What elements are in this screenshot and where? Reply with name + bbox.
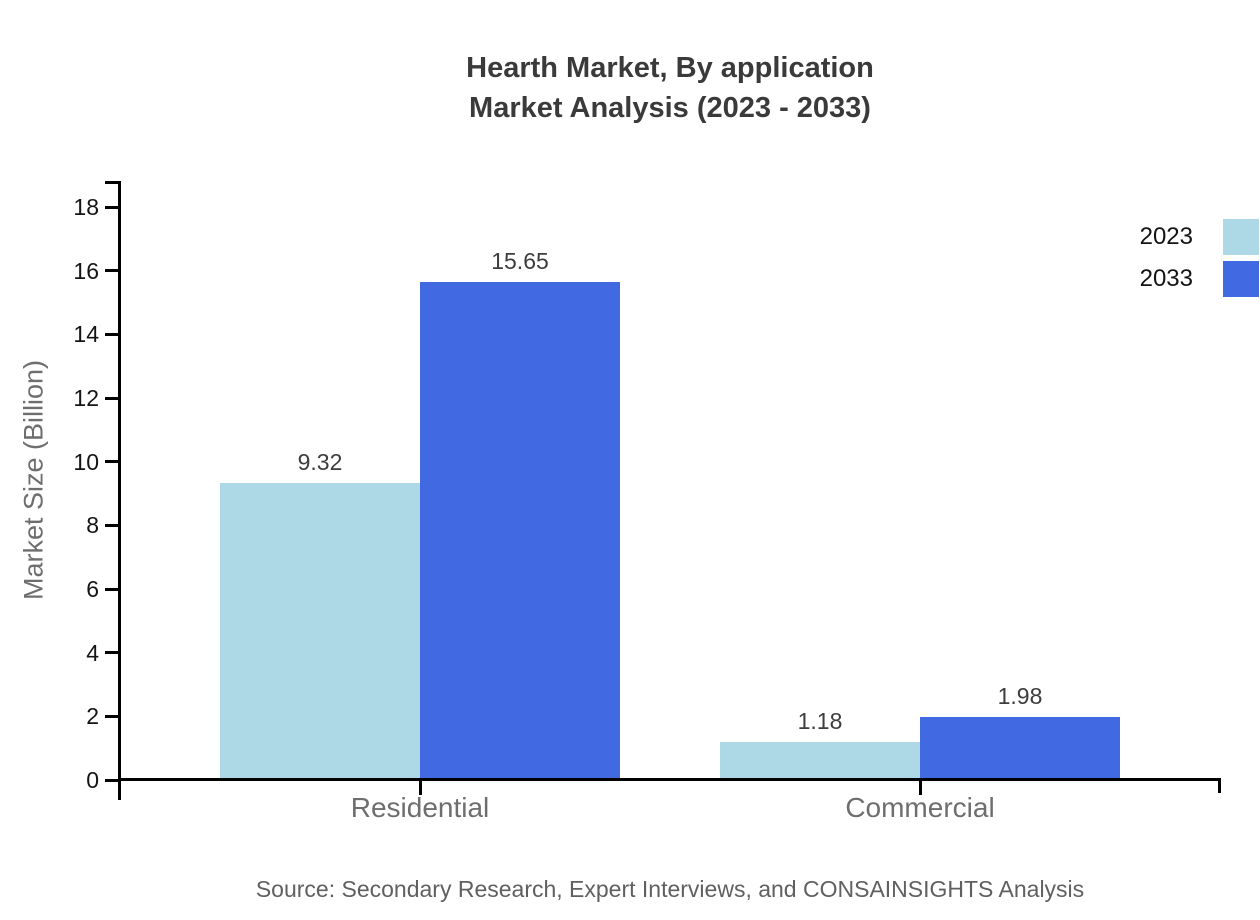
chart-title-line1: Hearth Market, By application bbox=[466, 52, 874, 84]
legend-swatch-2023 bbox=[1223, 219, 1259, 255]
y-tick-label: 16 bbox=[73, 257, 99, 284]
legend-row-2023: 2023 bbox=[1140, 219, 1259, 255]
x-tick-mark-residential bbox=[418, 779, 422, 795]
y-tick-label: 6 bbox=[86, 576, 99, 602]
y-tick-mark bbox=[105, 587, 118, 591]
legend-label-2023: 2023 bbox=[1139, 223, 1193, 250]
chart-title-line2: Market Analysis (2023 - 2033) bbox=[469, 92, 871, 124]
legend: 2023 2033 bbox=[1140, 219, 1259, 303]
y-tick-mark bbox=[105, 714, 118, 718]
y-tick-label: 18 bbox=[73, 194, 99, 220]
y-tick-mark bbox=[105, 778, 118, 782]
x-tick-mark-commercial bbox=[918, 779, 922, 795]
bar-value-label: 15.65 bbox=[491, 247, 549, 274]
category-label-residential: Residential bbox=[350, 792, 490, 823]
y-tick-mark bbox=[105, 460, 118, 464]
y-tick-mark bbox=[105, 523, 118, 527]
category-label-commercial: Commercial bbox=[845, 792, 995, 823]
x-axis-line bbox=[118, 778, 1221, 781]
y-tick-label: 8 bbox=[86, 512, 99, 539]
y-tick-mark bbox=[105, 269, 118, 273]
bar-2023-commercial bbox=[720, 742, 920, 779]
legend-label-2033: 2033 bbox=[1139, 265, 1193, 292]
y-tick-mark bbox=[105, 332, 118, 336]
x-axis-end-cap bbox=[1218, 778, 1221, 793]
y-axis-top-cap bbox=[105, 181, 121, 184]
y-tick-label: 12 bbox=[73, 385, 99, 411]
y-tick-mark bbox=[105, 651, 118, 655]
legend-row-2033: 2033 bbox=[1140, 261, 1259, 297]
y-tick-mark bbox=[105, 205, 118, 209]
y-tick-label: 10 bbox=[73, 448, 99, 475]
bar-value-label: 1.98 bbox=[997, 682, 1043, 709]
y-tick-label: 4 bbox=[86, 639, 99, 666]
bar-2033-commercial bbox=[920, 716, 1120, 779]
bar-2033-residential bbox=[420, 281, 620, 779]
legend-swatch-2033 bbox=[1223, 261, 1259, 297]
y-tick-label: 2 bbox=[86, 703, 99, 730]
chart-title: Hearth Market, By application Market Ana… bbox=[120, 48, 1220, 128]
y-tick-label: 14 bbox=[73, 321, 99, 348]
y-axis-line bbox=[118, 182, 121, 800]
source-text: Source: Secondary Research, Expert Inter… bbox=[255, 876, 1085, 902]
bar-2023-residential bbox=[220, 483, 420, 779]
y-tick-label: 0 bbox=[86, 767, 99, 793]
bar-value-label: 1.18 bbox=[797, 708, 843, 735]
y-tick-mark bbox=[105, 396, 118, 400]
bar-value-label: 9.32 bbox=[297, 449, 343, 476]
